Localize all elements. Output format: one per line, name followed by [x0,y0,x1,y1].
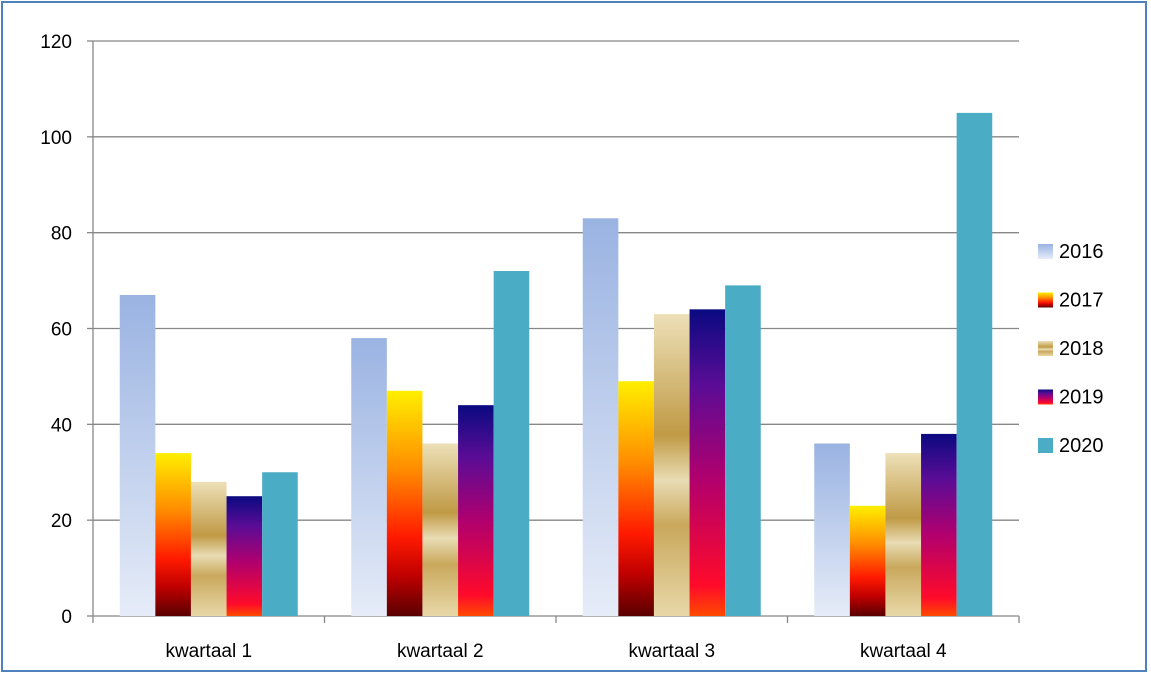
bar-2018-4 [885,453,922,616]
bar-2020-3 [725,285,761,616]
bar-2019-4 [921,433,957,616]
bar-2017-4 [849,505,886,616]
legend: 2016 2017 2018 2019 2020 [1038,241,1104,457]
y-tick-label: 100 [40,128,72,149]
x-category-label: kwartaal 1 [165,641,252,662]
legend-label-2018: 2018 [1059,338,1104,360]
bar-2016-4 [814,443,850,616]
legend-swatch-2016 [1038,244,1053,259]
x-category-label: kwartaal 2 [397,641,484,662]
bar-2016-1 [119,294,156,616]
bar-2020-2 [493,271,530,616]
legend-label-2020: 2020 [1059,435,1104,457]
bars [119,112,993,616]
bar-2016-2 [351,338,387,616]
bar-2020-1 [262,472,298,616]
y-tick-label: 120 [40,32,72,53]
legend-label-2016: 2016 [1059,241,1104,263]
bar-2017-2 [386,390,423,616]
x-category-labels: kwartaal 1 kwartaal 2 kwartaal 3 kwartaal 4 [165,641,947,662]
legend-swatch-2020 [1038,438,1053,453]
bar-2018-3 [653,314,690,616]
legend-label-2017: 2017 [1059,290,1104,312]
x-category-label: kwartaal 3 [628,641,715,662]
bar-2019-1 [226,496,263,616]
legend-swatch-2019 [1038,389,1053,405]
bar-2018-2 [422,443,459,616]
bar-2016-3 [582,218,619,616]
legend-swatch-2017 [1038,292,1053,308]
y-tick-label: 80 [51,224,72,245]
gridlines [93,40,1019,521]
y-tick-label: 60 [51,320,72,341]
bar-2019-2 [458,405,494,616]
bar-2020-4 [956,112,993,616]
x-category-label: kwartaal 4 [860,641,947,662]
legend-swatch-2018 [1038,341,1053,356]
y-tick-label: 0 [61,607,72,628]
y-tick-labels: 0 20 40 60 80 100 120 [40,32,72,628]
bar-2018-1 [190,481,227,616]
bar-2017-1 [155,453,191,616]
bar-2017-3 [618,381,654,616]
y-tick-label: 40 [51,415,72,436]
bar-2019-3 [689,309,726,616]
legend-label-2019: 2019 [1059,387,1104,409]
y-tick-label: 20 [51,511,72,532]
